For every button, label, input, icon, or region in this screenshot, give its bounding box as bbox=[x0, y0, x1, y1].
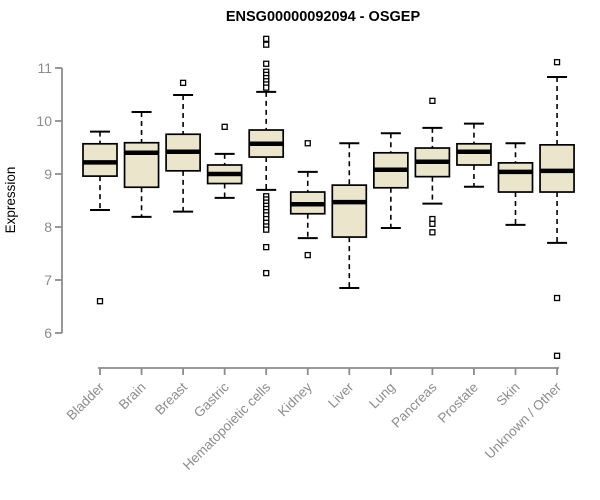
plot-area: 6 7 8 9 10 11 Bladder Brain Breast GastricHematop… bbox=[36, 35, 575, 473]
box-gastric bbox=[206, 123, 243, 199]
outlier-point bbox=[263, 35, 270, 42]
x-tick-label: Brain bbox=[116, 380, 149, 413]
iqr-box bbox=[331, 184, 368, 238]
outlier-point bbox=[96, 298, 104, 305]
outlier-point bbox=[263, 243, 270, 251]
y-axis: 6 7 8 9 10 11 bbox=[36, 60, 63, 341]
box-unknown-other bbox=[539, 59, 575, 359]
outlier-point bbox=[429, 97, 436, 105]
box-lung bbox=[373, 132, 409, 230]
x-tick-label: Bladder bbox=[64, 379, 108, 423]
x-tick-label: Kidney bbox=[275, 379, 315, 419]
y-axis-label: Expression bbox=[3, 167, 18, 234]
outlier-point bbox=[304, 140, 311, 147]
box-kidney bbox=[289, 140, 326, 259]
chart-title: ENSG00000092094 - OSGEP bbox=[226, 9, 421, 25]
box-prostate bbox=[456, 122, 492, 188]
outlier-point bbox=[221, 123, 228, 130]
y-tick-label: 11 bbox=[37, 60, 52, 76]
x-tick-label: Pancreas bbox=[389, 379, 440, 430]
iqr-box bbox=[497, 162, 534, 193]
x-tick-label: Lung bbox=[366, 380, 398, 412]
x-tick-label: Breast bbox=[152, 379, 190, 417]
outlier-point bbox=[263, 226, 270, 233]
iqr-box bbox=[123, 141, 160, 189]
box-pancreas bbox=[414, 97, 451, 236]
y-tick-label: 10 bbox=[36, 113, 52, 129]
x-tick-label: Prostate bbox=[435, 380, 481, 426]
outlier-point bbox=[263, 60, 270, 67]
y-tick-label: 6 bbox=[44, 325, 52, 341]
y-tick-label: 9 bbox=[44, 166, 52, 182]
x-tick-label: Gastric bbox=[191, 379, 232, 420]
outlier-point bbox=[263, 269, 270, 277]
outlier-point bbox=[304, 251, 311, 259]
box-skin bbox=[497, 142, 534, 226]
iqr-box bbox=[539, 144, 575, 193]
y-tick-label: 8 bbox=[44, 219, 52, 235]
outlier-point bbox=[429, 220, 436, 227]
outlier-point bbox=[263, 84, 270, 91]
box-bladder bbox=[82, 130, 118, 305]
box-liver bbox=[331, 142, 368, 289]
box-hematopoietic-cells bbox=[248, 35, 285, 277]
outlier-point bbox=[553, 294, 561, 302]
outlier-point bbox=[429, 229, 436, 236]
iqr-box bbox=[82, 142, 118, 177]
x-tick-label: Skin bbox=[493, 380, 522, 409]
iqr-box bbox=[456, 142, 492, 166]
x-tick-label: Liver bbox=[325, 379, 357, 411]
box-breast bbox=[165, 79, 201, 213]
outlier-point bbox=[553, 59, 561, 66]
y-tick-label: 7 bbox=[44, 272, 52, 288]
x-tick-label: Unknown / Other bbox=[482, 379, 565, 462]
box-brain bbox=[123, 110, 160, 218]
outlier-point bbox=[263, 41, 270, 48]
outlier-point bbox=[553, 352, 561, 359]
outlier-point bbox=[179, 79, 187, 86]
